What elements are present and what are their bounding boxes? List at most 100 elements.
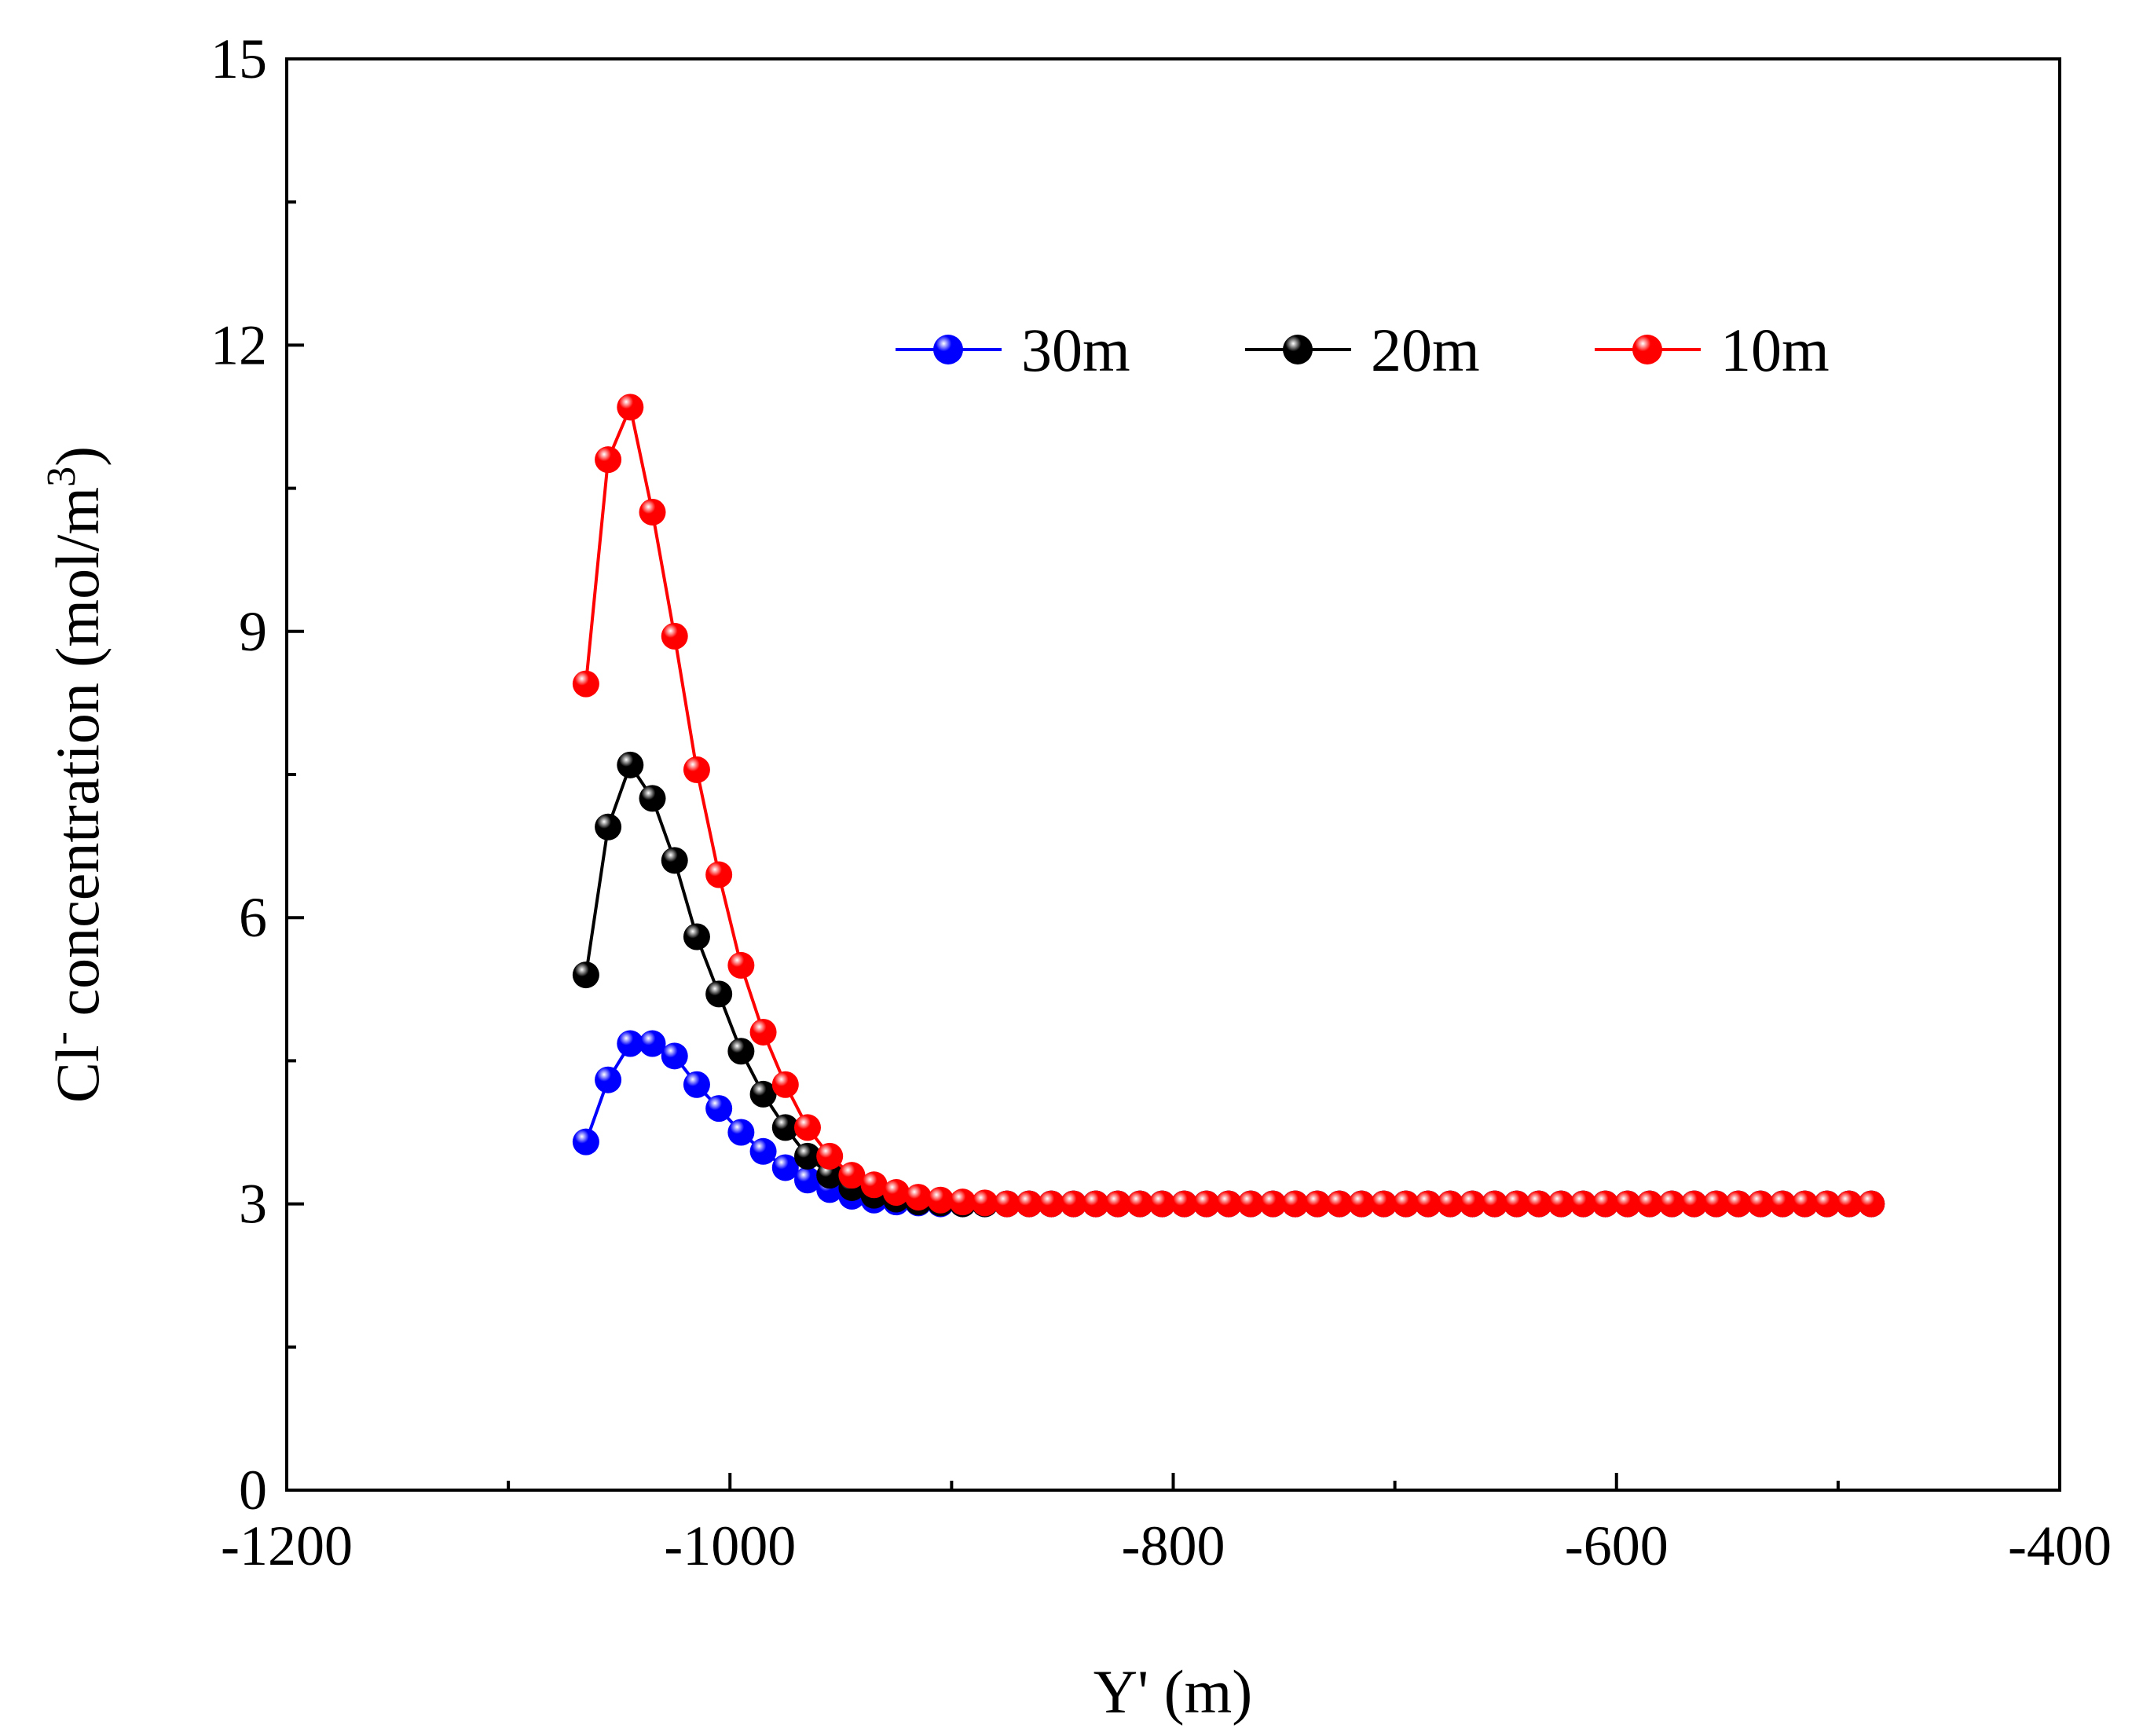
series-30m bbox=[572, 1030, 1885, 1218]
data-point bbox=[1636, 1190, 1664, 1218]
data-point bbox=[1414, 1190, 1441, 1218]
data-point bbox=[927, 1186, 954, 1214]
data-point bbox=[1259, 1190, 1287, 1218]
data-point bbox=[1658, 1190, 1686, 1218]
data-point bbox=[572, 961, 599, 989]
data-point bbox=[1082, 1190, 1109, 1218]
legend-marker bbox=[1632, 335, 1662, 364]
data-point bbox=[595, 1066, 622, 1093]
legend-label: 30m bbox=[1021, 316, 1130, 384]
y-tick-label: 15 bbox=[211, 27, 267, 90]
x-tick-label: -1000 bbox=[664, 1514, 796, 1577]
data-point bbox=[1702, 1190, 1730, 1218]
x-tick-label: -600 bbox=[1565, 1514, 1669, 1577]
data-point bbox=[705, 980, 733, 1008]
data-point bbox=[1858, 1190, 1885, 1218]
data-point bbox=[1370, 1190, 1398, 1218]
data-point bbox=[749, 1080, 777, 1108]
data-point bbox=[1459, 1190, 1486, 1218]
data-point bbox=[1348, 1190, 1376, 1218]
data-point bbox=[1526, 1190, 1553, 1218]
y-tick-label: 12 bbox=[211, 313, 267, 376]
data-point bbox=[705, 861, 733, 888]
data-point bbox=[838, 1162, 866, 1189]
y-axis-title-rest: concentration (mol/m bbox=[43, 487, 112, 1031]
data-point bbox=[617, 751, 644, 778]
axis-ticks bbox=[285, 57, 2061, 1492]
legend-marker bbox=[1283, 335, 1313, 364]
data-point bbox=[1170, 1190, 1198, 1218]
data-point bbox=[595, 446, 622, 474]
data-point bbox=[1680, 1190, 1708, 1218]
y-tick-label: 6 bbox=[239, 886, 267, 949]
data-point bbox=[1503, 1190, 1530, 1218]
data-point bbox=[771, 1114, 799, 1141]
y-axis-title: Cl- concentration (mol/m3) bbox=[39, 446, 112, 1103]
data-point bbox=[1724, 1190, 1752, 1218]
data-point bbox=[749, 1137, 777, 1165]
legend: 30m 20m 10m bbox=[896, 316, 1830, 384]
data-point bbox=[1592, 1190, 1619, 1218]
data-point bbox=[816, 1162, 844, 1189]
legend-item-30m: 30m bbox=[896, 316, 1130, 384]
data-point bbox=[1769, 1190, 1797, 1218]
data-point bbox=[661, 847, 688, 874]
data-point bbox=[639, 1030, 666, 1057]
data-point bbox=[1281, 1190, 1309, 1218]
data-point bbox=[572, 1128, 599, 1156]
y-tick-label: 9 bbox=[239, 600, 267, 663]
data-point bbox=[1481, 1190, 1508, 1218]
data-point bbox=[882, 1179, 910, 1207]
data-point bbox=[1791, 1190, 1819, 1218]
data-point bbox=[860, 1171, 888, 1199]
data-point bbox=[661, 1042, 688, 1070]
legend-item-20m: 20m bbox=[1245, 316, 1480, 384]
data-point bbox=[1237, 1190, 1265, 1218]
data-point bbox=[683, 1071, 710, 1098]
plot-frame bbox=[285, 57, 2061, 1492]
legend-label: 10m bbox=[1720, 316, 1830, 384]
x-axis-title: Y' (m) bbox=[1093, 1657, 1253, 1726]
legend-label: 20m bbox=[1371, 316, 1480, 384]
data-point bbox=[793, 1166, 821, 1194]
data-point bbox=[1813, 1190, 1841, 1218]
data-point bbox=[639, 498, 666, 526]
data-point bbox=[771, 1071, 799, 1098]
data-point bbox=[793, 1142, 821, 1170]
data-point bbox=[1016, 1190, 1043, 1218]
data-point bbox=[727, 1038, 755, 1065]
data-point bbox=[727, 1119, 755, 1146]
data-point bbox=[816, 1142, 844, 1170]
data-point bbox=[617, 1030, 644, 1057]
axis-tick-labels: -1200 -1000 -800 -600 -400 0 3 6 9 12 15 bbox=[211, 27, 2112, 1577]
data-point bbox=[905, 1184, 932, 1211]
x-tick-label: -800 bbox=[1122, 1514, 1225, 1577]
data-point bbox=[1614, 1190, 1641, 1218]
y-axis-title-main: Cl bbox=[43, 1045, 112, 1103]
y-axis-title-unit-superscript: 3 bbox=[39, 467, 84, 487]
data-point bbox=[727, 951, 755, 979]
y-axis-title-superscript: - bbox=[39, 1031, 84, 1045]
x-tick-label: -400 bbox=[2008, 1514, 2112, 1577]
data-point bbox=[1038, 1190, 1065, 1218]
series-10m bbox=[572, 394, 1885, 1218]
legend-item-10m: 10m bbox=[1595, 316, 1830, 384]
y-axis-title-close: ) bbox=[43, 446, 112, 467]
data-point bbox=[1747, 1190, 1775, 1218]
data-point bbox=[1148, 1190, 1176, 1218]
data-point bbox=[1060, 1190, 1087, 1218]
series-layer bbox=[572, 394, 1885, 1218]
legend-marker bbox=[933, 335, 963, 364]
data-point bbox=[683, 756, 710, 783]
data-point bbox=[1835, 1190, 1863, 1218]
data-point bbox=[1392, 1190, 1420, 1218]
data-point bbox=[1192, 1190, 1220, 1218]
data-point bbox=[595, 813, 622, 841]
data-point bbox=[572, 670, 599, 698]
data-point bbox=[1326, 1190, 1354, 1218]
data-point bbox=[749, 1018, 777, 1046]
data-point bbox=[661, 622, 688, 650]
data-point bbox=[617, 394, 644, 421]
data-point bbox=[1570, 1190, 1597, 1218]
